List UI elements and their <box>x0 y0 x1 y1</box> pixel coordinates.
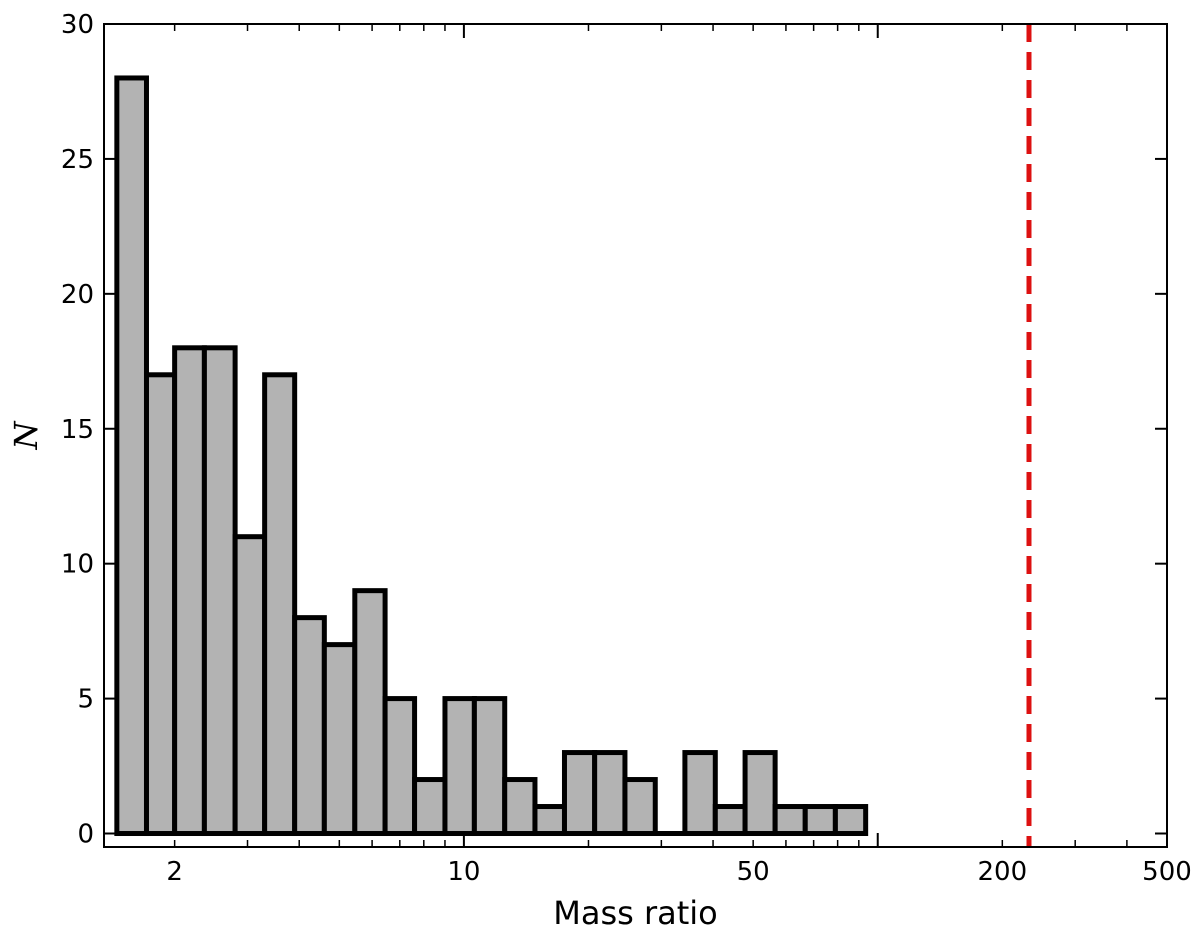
histogram-bar-19 <box>682 750 718 837</box>
x-tick-label-0: 2 <box>166 857 183 887</box>
histogram-bar-7 <box>321 642 358 837</box>
histogram-bar-12 <box>471 696 508 837</box>
y-tick-label-6: 30 <box>61 10 94 40</box>
histogram-bar-23 <box>802 804 838 837</box>
histogram-bar-21 <box>742 750 778 837</box>
histogram-bar-0 <box>114 75 149 837</box>
y-tick-label-4: 20 <box>61 280 94 310</box>
histogram-bar-2 <box>172 345 207 837</box>
y-tick-label-0: 0 <box>77 820 94 850</box>
x-tick-label-4: 500 <box>1142 857 1192 887</box>
histogram-bar-5 <box>262 372 298 837</box>
histogram-bar-17 <box>622 777 658 837</box>
x-tick-label-1: 10 <box>447 857 480 887</box>
y-tick-labels: 0 5 10 15 20 25 30 <box>61 10 94 850</box>
histogram-bar-3 <box>201 345 238 837</box>
histogram-bar-1 <box>143 372 178 837</box>
y-tick-label-1: 5 <box>77 685 94 715</box>
histogram-bar-24 <box>832 804 869 837</box>
histogram-bar-9 <box>382 696 418 837</box>
histogram-bar-4 <box>232 534 268 837</box>
histogram-bar-8 <box>352 588 388 837</box>
y-tick-label-3: 15 <box>61 415 94 445</box>
x-tick-label-3: 200 <box>977 857 1027 887</box>
y-axis-label: N <box>7 421 45 451</box>
histogram-bar-14 <box>532 804 567 837</box>
x-tick-labels: 2 10 50 200 500 <box>166 857 1191 887</box>
histogram-bar-11 <box>442 696 477 837</box>
plot-frame <box>103 23 1168 848</box>
x-tick-label-2: 50 <box>737 857 770 887</box>
histogram-bars <box>114 75 869 837</box>
histogram-bar-16 <box>592 750 628 837</box>
histogram-bar-20 <box>712 804 748 837</box>
x-axis-label: Mass ratio <box>553 894 718 932</box>
histogram-bar-13 <box>502 777 538 837</box>
y-tick-label-2: 10 <box>61 550 94 580</box>
histogram-bar-15 <box>561 750 598 837</box>
histogram-bar-10 <box>412 777 448 837</box>
histogram-bar-6 <box>292 615 327 837</box>
histogram-bar-22 <box>772 804 808 837</box>
y-tick-label-5: 25 <box>61 145 94 175</box>
